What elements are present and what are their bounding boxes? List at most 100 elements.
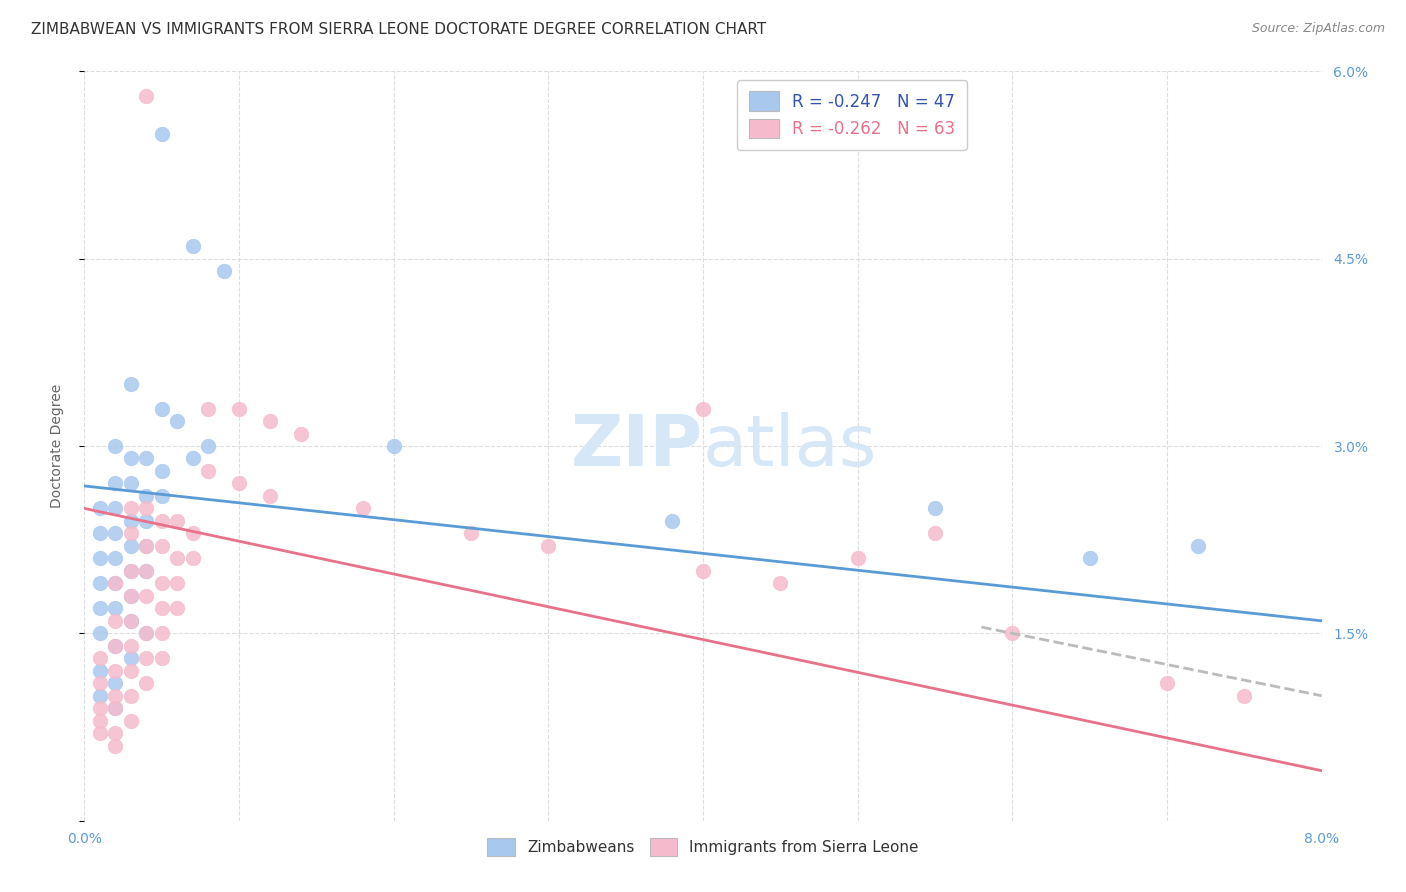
Point <box>150 539 173 553</box>
Point <box>166 576 188 591</box>
Point <box>120 564 142 578</box>
Point <box>150 401 173 416</box>
Text: atlas: atlas <box>703 411 877 481</box>
Point <box>135 514 157 528</box>
Point <box>104 664 127 678</box>
Point <box>89 551 111 566</box>
Point <box>120 589 142 603</box>
Point <box>150 576 173 591</box>
Point <box>89 726 111 740</box>
Text: ZIP: ZIP <box>571 411 703 481</box>
Point <box>104 689 127 703</box>
Point <box>1187 539 1209 553</box>
Point <box>89 626 111 640</box>
Point <box>924 526 946 541</box>
Point <box>197 401 219 416</box>
Point <box>89 601 111 615</box>
Point <box>150 464 173 478</box>
Point <box>166 514 188 528</box>
Point <box>135 539 157 553</box>
Point <box>104 439 127 453</box>
Point <box>135 651 157 665</box>
Point <box>120 514 142 528</box>
Point <box>150 651 173 665</box>
Point <box>120 501 142 516</box>
Point <box>692 401 714 416</box>
Point <box>1233 689 1256 703</box>
Legend: Zimbabweans, Immigrants from Sierra Leone: Zimbabweans, Immigrants from Sierra Leon… <box>481 832 925 862</box>
Point <box>1078 551 1101 566</box>
Point <box>120 651 142 665</box>
Point <box>89 664 111 678</box>
Point <box>120 714 142 728</box>
Point <box>382 439 405 453</box>
Point <box>104 551 127 566</box>
Point <box>150 127 173 141</box>
Point <box>135 89 157 103</box>
Point <box>212 264 235 278</box>
Point <box>692 564 714 578</box>
Point <box>135 676 157 690</box>
Point <box>104 676 127 690</box>
Point <box>89 689 111 703</box>
Point <box>1001 626 1024 640</box>
Point <box>150 626 173 640</box>
Point <box>120 539 142 553</box>
Point <box>89 651 111 665</box>
Point <box>181 526 204 541</box>
Point <box>104 639 127 653</box>
Point <box>120 376 142 391</box>
Point <box>135 564 157 578</box>
Point <box>460 526 482 541</box>
Point <box>120 664 142 678</box>
Point <box>120 476 142 491</box>
Point <box>135 489 157 503</box>
Point <box>120 564 142 578</box>
Point <box>197 464 219 478</box>
Point <box>104 701 127 715</box>
Point <box>150 601 173 615</box>
Point <box>135 626 157 640</box>
Point <box>537 539 560 553</box>
Text: Source: ZipAtlas.com: Source: ZipAtlas.com <box>1251 22 1385 36</box>
Y-axis label: Doctorate Degree: Doctorate Degree <box>49 384 63 508</box>
Point <box>181 239 204 253</box>
Point <box>104 501 127 516</box>
Point <box>120 526 142 541</box>
Point <box>290 426 312 441</box>
Point <box>104 614 127 628</box>
Point <box>135 564 157 578</box>
Point <box>166 601 188 615</box>
Text: ZIMBABWEAN VS IMMIGRANTS FROM SIERRA LEONE DOCTORATE DEGREE CORRELATION CHART: ZIMBABWEAN VS IMMIGRANTS FROM SIERRA LEO… <box>31 22 766 37</box>
Point <box>104 576 127 591</box>
Point <box>120 639 142 653</box>
Point <box>135 501 157 516</box>
Point <box>135 626 157 640</box>
Point <box>120 589 142 603</box>
Point <box>846 551 869 566</box>
Point <box>120 689 142 703</box>
Point <box>259 489 281 503</box>
Point <box>769 576 792 591</box>
Point <box>1156 676 1178 690</box>
Point <box>924 501 946 516</box>
Point <box>135 451 157 466</box>
Point <box>104 576 127 591</box>
Point <box>89 676 111 690</box>
Point <box>135 589 157 603</box>
Point <box>104 726 127 740</box>
Point <box>120 614 142 628</box>
Point <box>181 451 204 466</box>
Point <box>89 576 111 591</box>
Point <box>104 739 127 753</box>
Point <box>166 551 188 566</box>
Point <box>89 714 111 728</box>
Point <box>104 701 127 715</box>
Point <box>120 614 142 628</box>
Point <box>661 514 683 528</box>
Point <box>89 501 111 516</box>
Point <box>89 701 111 715</box>
Point <box>104 601 127 615</box>
Point <box>104 526 127 541</box>
Point <box>104 639 127 653</box>
